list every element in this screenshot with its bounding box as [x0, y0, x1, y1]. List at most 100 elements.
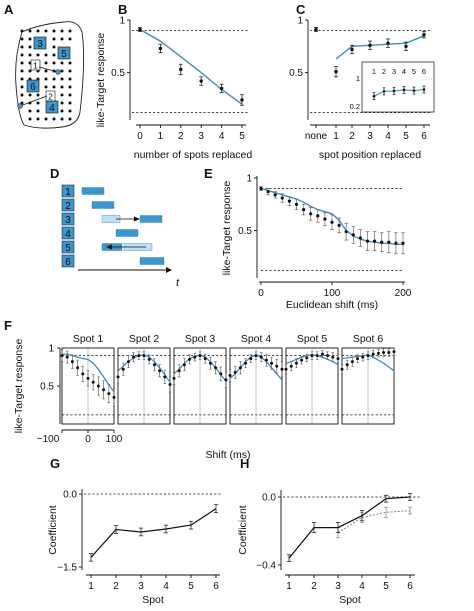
chart-b-y-label: like-Target response: [95, 33, 107, 128]
inset-x-tick-label: 3: [392, 67, 396, 76]
data-point: [244, 361, 248, 365]
data-point: [249, 357, 253, 361]
inset-x-tick-label: 2: [382, 67, 386, 76]
chart-b-y-tick-label: 1: [119, 16, 125, 27]
spot-dot: [44, 117, 48, 121]
spot-dot: [68, 61, 72, 65]
stimulus-row-number: 4: [65, 229, 71, 240]
data-point: [142, 354, 146, 358]
panel-a-spot-layout: 3 5 1 6 2 4: [15, 21, 85, 129]
data-point: [310, 354, 314, 358]
data-point: [323, 217, 327, 221]
data-point: [350, 47, 354, 52]
spot-dot: [36, 93, 40, 97]
data-point: [158, 369, 162, 373]
spot-box-3: [33, 36, 47, 50]
data-point: [224, 378, 228, 382]
subplot-title: Spot 5: [297, 333, 328, 345]
shift-arrow-right: [134, 216, 140, 222]
data-point: [107, 392, 111, 396]
data-point: [228, 373, 232, 377]
panel-label-g: G: [50, 456, 60, 471]
subplot-title: Spot 6: [353, 333, 384, 345]
panel-label-d: D: [50, 166, 59, 181]
data-point: [305, 356, 309, 360]
chart-e-y-tick-label: 1: [246, 174, 252, 185]
spot-dot: [52, 53, 56, 57]
chart-b-x-label: number of spots replaced: [134, 149, 253, 161]
stimulus-row-number: 5: [65, 243, 71, 254]
spot-box-1: [30, 59, 41, 71]
chart-g-x-tick-label: 3: [138, 581, 144, 592]
panel-label-h: H: [240, 456, 249, 471]
spot-dot: [20, 69, 24, 73]
chart-g-x-tick-label: 4: [163, 581, 169, 592]
data-point: [238, 366, 242, 370]
chart-f-x-label: Shift (ms): [206, 449, 251, 461]
chart-e-y-tick-label: 0.5: [238, 226, 252, 237]
spot-number-5: 5: [61, 49, 67, 60]
stimulus-rows: 1 2 3 4 5 6: [61, 184, 165, 268]
spot-dot: [36, 109, 40, 113]
data-point: [240, 98, 244, 102]
data-point: [289, 364, 293, 368]
spot-dot: [60, 93, 64, 97]
time-axis-arrowhead: [166, 267, 172, 273]
spot-dot: [52, 37, 56, 41]
data-point: [368, 43, 372, 47]
data-point: [316, 214, 320, 218]
subplot-spot-2: Spot 2: [116, 333, 172, 425]
spot-dot: [52, 85, 56, 89]
chart-f: Spot 1 Spot 2 Spot 3 Spot 4 Spot 5 Spot 6 0.5 1…: [13, 333, 396, 461]
chart-h-y-tick-label: 0.0: [262, 493, 276, 504]
chart-c-x-tick-label: none: [305, 131, 328, 142]
spot-dot: [60, 109, 64, 113]
inset-y-tick-label: 1: [356, 74, 360, 83]
time-axis-label: t: [176, 277, 180, 289]
spot-dot: [68, 85, 72, 89]
data-point: [147, 357, 151, 361]
spot-dot: [52, 29, 56, 33]
spot-dot: [28, 37, 32, 41]
spot-number-1: 1: [33, 61, 38, 71]
receptive-field-outline: [15, 21, 85, 129]
chart-b-x-tick-label: 3: [198, 131, 204, 142]
spot-box-5: [57, 46, 71, 60]
data-point: [259, 186, 263, 191]
chart-h-x-tick-label: 4: [359, 581, 365, 592]
data-point: [275, 364, 279, 368]
subplot-title: Spot 1: [73, 333, 104, 345]
chart-f-y-label: like-Target response: [13, 339, 25, 434]
data-point: [112, 395, 116, 399]
chart-g-x-tick-label: 6: [213, 581, 219, 592]
chart-h-x-tick-label: 3: [335, 581, 341, 592]
stimulus-row-number: 6: [65, 257, 71, 268]
stimulus-bar: [115, 229, 139, 237]
data-point: [376, 351, 380, 355]
replacement-link-1: [38, 66, 59, 73]
data-point: [193, 355, 197, 359]
chart-g-x-tick-label: 5: [188, 581, 194, 592]
data-point: [386, 41, 390, 45]
data-point: [284, 367, 288, 371]
spot-dot: [20, 61, 24, 65]
spot-dot: [36, 117, 40, 121]
spot-dot: [36, 53, 40, 57]
spot-dot: [52, 117, 56, 121]
subplot-title: Spot 3: [185, 333, 216, 345]
spot-number-3: 3: [37, 39, 43, 50]
data-point: [219, 372, 223, 376]
chart-g-y-label: Coefficient: [47, 505, 59, 555]
data-point: [373, 239, 377, 243]
data-point: [182, 363, 186, 367]
replacement-link-2: [19, 95, 48, 107]
data-point: [168, 382, 172, 386]
chart-c-x-tick-label: 4: [385, 131, 391, 142]
inset-data-point: [382, 90, 386, 93]
data-point: [219, 86, 224, 91]
inset-data-point: [372, 94, 376, 98]
data-point: [233, 370, 237, 374]
chart-e: 0.5 1 0 100 200 Euclidean shift (ms) like-Targ…: [221, 174, 412, 312]
